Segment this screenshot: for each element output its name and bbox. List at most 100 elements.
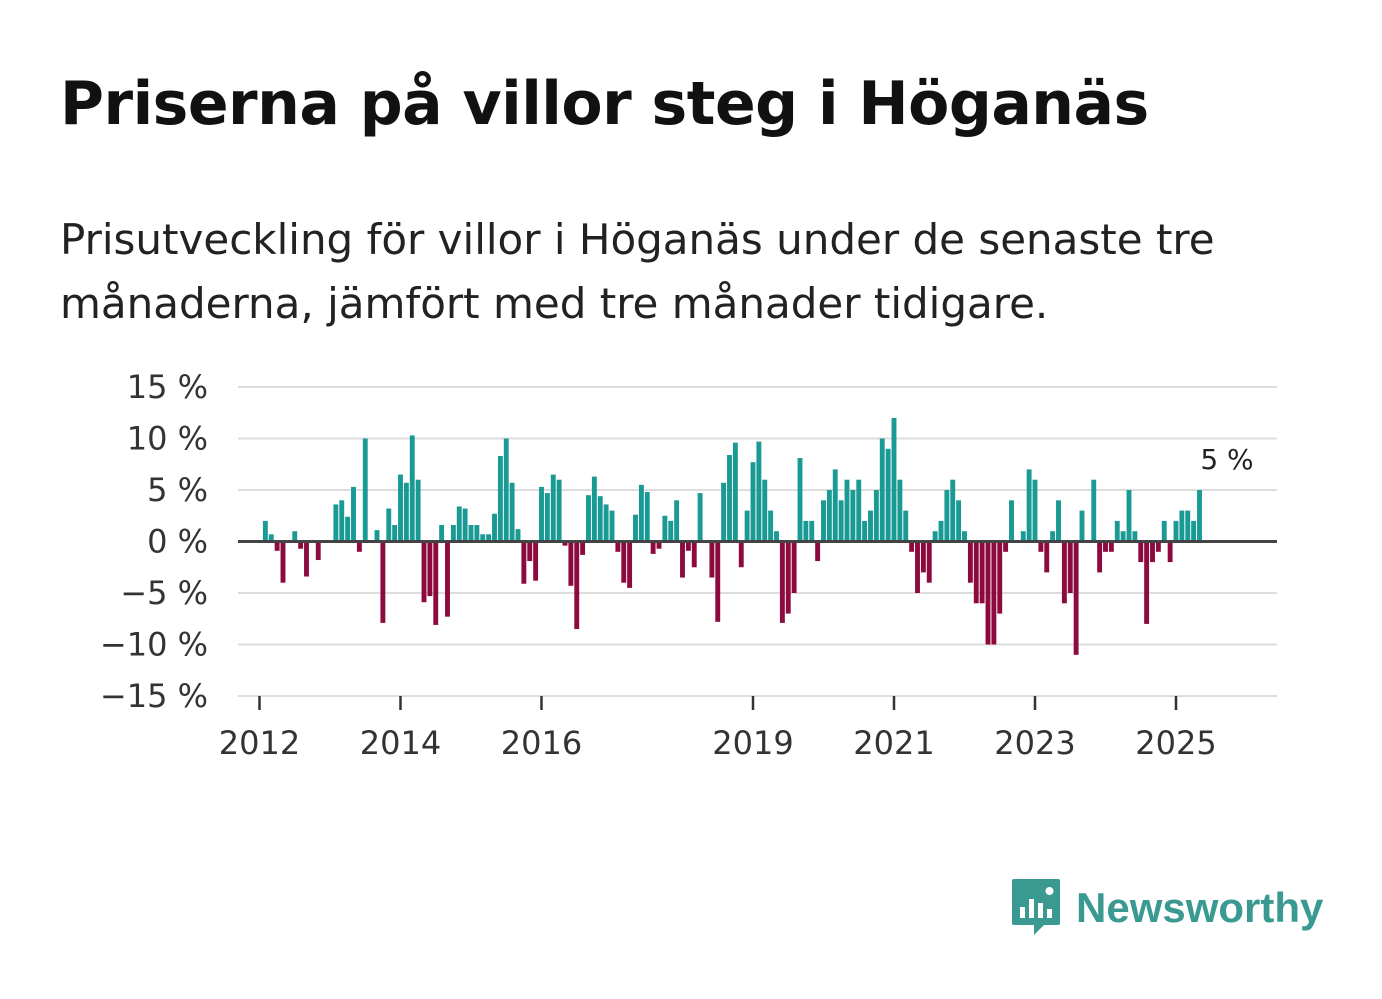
bar xyxy=(550,474,556,542)
bar xyxy=(1003,541,1009,552)
bar xyxy=(768,510,774,542)
bar xyxy=(662,515,668,542)
bar xyxy=(1126,490,1132,542)
bar xyxy=(603,504,609,542)
bar xyxy=(1120,531,1126,542)
bar xyxy=(856,479,862,542)
bar xyxy=(1132,531,1138,542)
bar xyxy=(838,500,844,542)
bar xyxy=(809,520,815,542)
bar xyxy=(415,479,421,542)
bar xyxy=(392,525,398,542)
chart-title: Priserna på villor steg i Höganäs xyxy=(60,69,1149,139)
bar xyxy=(991,541,997,645)
bar xyxy=(462,508,468,542)
bar xyxy=(926,541,932,583)
bar xyxy=(304,541,309,577)
y-tick-label: 15 % xyxy=(127,368,208,406)
bar xyxy=(1185,510,1191,542)
bar xyxy=(944,490,950,542)
bar xyxy=(427,541,433,597)
bar xyxy=(967,541,973,583)
bar xyxy=(750,462,756,542)
bar xyxy=(985,541,991,645)
bar xyxy=(1032,479,1038,542)
bar xyxy=(362,438,368,542)
bar xyxy=(380,541,386,623)
bar xyxy=(785,541,791,614)
bar xyxy=(779,541,785,623)
y-tick-label: −5 % xyxy=(120,574,208,612)
bar xyxy=(738,541,744,568)
brand-logo: Newsworthy xyxy=(1010,876,1323,940)
bar xyxy=(262,520,268,542)
bar xyxy=(445,541,450,617)
bar xyxy=(920,541,926,573)
bar xyxy=(544,493,550,542)
bar xyxy=(609,510,615,542)
bar xyxy=(897,479,903,542)
bar xyxy=(680,541,685,578)
y-axis: 15 % 10 % 5 % 0 % −5 % −10 % −15 % xyxy=(100,368,208,715)
bar xyxy=(873,490,879,542)
x-tick-label: 2014 xyxy=(360,724,441,762)
bar xyxy=(374,530,380,542)
bar xyxy=(597,496,603,542)
bar xyxy=(509,482,515,542)
bar xyxy=(539,486,544,542)
bar xyxy=(1144,541,1150,624)
bar xyxy=(1038,541,1044,552)
bar xyxy=(1161,520,1167,542)
bar xyxy=(486,534,492,542)
bar xyxy=(697,493,703,542)
bar xyxy=(456,506,462,542)
bar xyxy=(885,448,891,542)
x-tick-label: 2016 xyxy=(501,724,582,762)
bar xyxy=(562,541,568,546)
bar xyxy=(292,531,298,542)
bar xyxy=(450,525,456,542)
bar xyxy=(574,541,580,630)
bar xyxy=(950,479,956,542)
bar xyxy=(715,541,721,622)
chart-subtitle: Prisutveckling för villor i Höganäs unde… xyxy=(60,215,1215,328)
bar xyxy=(468,525,474,542)
bar xyxy=(1138,541,1144,563)
bar xyxy=(915,541,920,593)
y-tick-label: 5 % xyxy=(147,471,208,509)
bar xyxy=(480,534,486,542)
last-value-annotation: 5 % xyxy=(1200,443,1253,476)
bar xyxy=(403,482,409,542)
bar xyxy=(668,520,674,542)
newsworthy-logo-icon xyxy=(1012,879,1060,935)
bar xyxy=(956,500,962,542)
bar xyxy=(492,513,497,542)
bar xyxy=(879,438,885,542)
bar xyxy=(832,469,838,542)
bar xyxy=(744,510,750,542)
bar xyxy=(909,541,915,552)
bar xyxy=(333,504,339,542)
bar xyxy=(568,541,574,586)
bar xyxy=(1097,541,1103,573)
bar xyxy=(691,541,697,568)
bar xyxy=(973,541,979,604)
bar xyxy=(774,531,779,542)
bar xyxy=(644,492,650,542)
x-tick-label: 2019 xyxy=(712,724,793,762)
y-tick-label: −10 % xyxy=(100,626,208,664)
bar xyxy=(962,531,967,542)
bar xyxy=(1173,520,1179,542)
bar xyxy=(1067,541,1073,593)
bar xyxy=(1108,541,1114,552)
bar xyxy=(1167,541,1173,563)
bar xyxy=(586,495,591,542)
bar xyxy=(638,484,644,542)
bar xyxy=(1191,520,1197,542)
bar xyxy=(633,514,638,542)
bar xyxy=(627,541,633,588)
bar xyxy=(656,541,662,549)
bar xyxy=(709,541,715,578)
bar xyxy=(762,479,768,542)
